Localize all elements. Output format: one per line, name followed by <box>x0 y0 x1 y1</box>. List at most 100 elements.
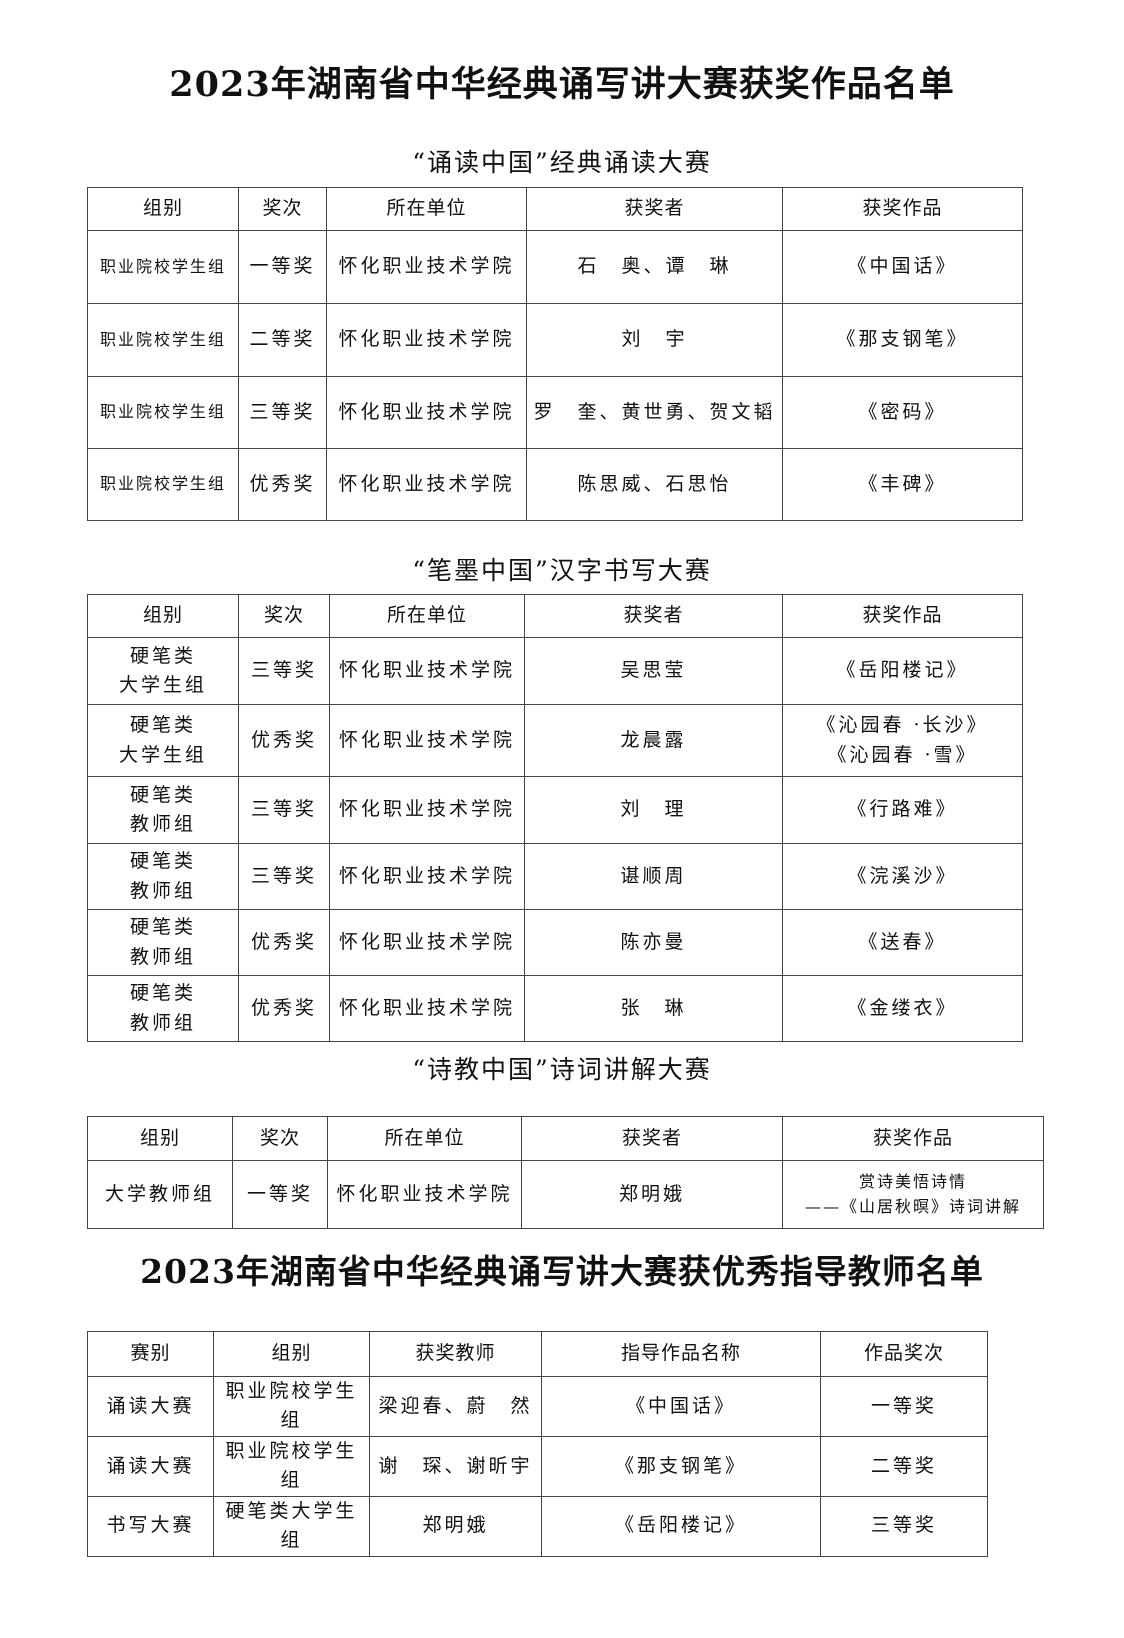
table-cell: 一等奖 <box>820 1376 988 1437</box>
table-cell: 硬笔类大学生组 <box>213 1495 370 1557</box>
column-header: 组别 <box>87 1116 233 1161</box>
table-cell: 吴思莹 <box>524 637 783 705</box>
column-header: 组别 <box>87 187 239 231</box>
column-header: 奖次 <box>232 1116 328 1161</box>
table-row: 大学教师组 一等奖 怀化职业技术学院 郑明娥 赏诗美悟诗情 ——《山居秋暝》诗词讲解 <box>87 1160 1044 1229</box>
column-header: 指导作品名称 <box>541 1331 821 1377</box>
table-cell: 怀化职业技术学院 <box>329 637 525 705</box>
table-cell: 刘 理 <box>524 776 783 844</box>
column-header: 所在单位 <box>326 187 527 231</box>
column-header: 所在单位 <box>329 594 525 638</box>
section-heading-recitation: “诵读中国”经典诵读大赛 <box>412 148 712 177</box>
table-cell: 优秀奖 <box>238 909 330 976</box>
table-row: 硬笔类 教师组 优秀奖 怀化职业技术学院 陈亦曼 《送春》 <box>87 909 1023 976</box>
table-cell: 优秀奖 <box>238 448 327 521</box>
table-cell: 职业院校学生组 <box>87 303 239 377</box>
table-row: 硬笔类 教师组 三等奖 怀化职业技术学院刘 理《行路难》 <box>87 776 1023 844</box>
table-cell: 陈亦曼 <box>524 909 783 976</box>
table-cell: 怀化职业技术学院 <box>329 909 525 976</box>
table-row: 硬笔类 教师组 三等奖 怀化职业技术学院 谌顺周 《浣溪沙》 <box>87 843 1023 910</box>
table-cell: 怀化职业技术学院 <box>326 303 527 377</box>
table-cell: 职业院校学生组 <box>87 230 239 304</box>
column-header: 奖次 <box>238 187 327 231</box>
column-header: 组别 <box>213 1331 370 1377</box>
table-cell: 三等奖 <box>238 637 330 705</box>
table-cell: 诵读大赛 <box>87 1376 214 1437</box>
recitation-awards-table: 组别 奖次 所在单位 获奖者 获奖作品 职业院校学生组 一等奖 怀化职业技术学院石 奥、谭 琳… <box>87 187 1023 521</box>
table-cell: 怀化职业技术学院 <box>329 704 525 777</box>
teachers-title: 2023年湖南省中华经典诵写讲大赛获优秀指导教师名单 <box>140 1252 984 1291</box>
table-row: 硬笔类 教师组 优秀奖 怀化职业技术学院张 琳《金缕衣》 <box>87 975 1023 1042</box>
table-cell: 职业院校学生组 <box>87 376 239 449</box>
table-cell: 谌顺周 <box>524 843 783 910</box>
table-cell: 罗 奎、黄世勇、贺文韬 <box>526 376 783 449</box>
column-header: 获奖作品 <box>782 1116 1044 1161</box>
table-cell: 怀化职业技术学院 <box>329 843 525 910</box>
table-cell: 怀化职业技术学院 <box>329 776 525 844</box>
table-cell: 《岳阳楼记》 <box>541 1495 821 1557</box>
table-cell: 郑明娥 <box>521 1160 783 1229</box>
table-cell: 硬笔类 大学生组 <box>87 704 239 777</box>
table-cell: 《中国话》 <box>541 1376 821 1437</box>
table-cell: 优秀奖 <box>238 704 330 777</box>
table-cell: 《中国话》 <box>782 230 1023 304</box>
section-heading-calligraphy: “笔墨中国”汉字书写大赛 <box>412 556 712 585</box>
table-cell: 《金缕衣》 <box>782 975 1023 1042</box>
table-cell: 《送春》 <box>782 909 1023 976</box>
table-cell: 优秀奖 <box>238 975 330 1042</box>
table-cell: 张 琳 <box>524 975 783 1042</box>
table-row: 职业院校学生组 三等奖 怀化职业技术学院罗 奎、黄世勇、贺文韬 《密码》 <box>87 376 1023 449</box>
table-cell: 《岳阳楼记》 <box>782 637 1023 705</box>
table-cell: 龙晨露 <box>524 704 783 777</box>
table-cell: 职业院校学生组 <box>213 1435 370 1497</box>
table-cell: 二等奖 <box>238 303 327 377</box>
table-cell: 陈思威、石思怡 <box>526 448 783 521</box>
table-cell: 怀化职业技术学院 <box>329 975 525 1042</box>
table-cell: 大学教师组 <box>87 1160 233 1229</box>
table-cell: 职业院校学生组 <box>87 448 239 521</box>
column-header: 获奖者 <box>524 594 783 638</box>
teachers-table: 赛别 组别 获奖教师 指导作品名称 作品奖次 诵读大赛 职业院校学生组 梁迎春、蔚 然《中国话… <box>87 1331 988 1557</box>
table-cell: 硬笔类 教师组 <box>87 909 239 976</box>
table-cell: 职业院校学生组 <box>213 1376 370 1437</box>
table-cell: 怀化职业技术学院 <box>326 376 527 449</box>
table-row: 书写大赛 硬笔类大学生组 郑明娥 《岳阳楼记》 三等奖 <box>87 1495 988 1557</box>
poetry-awards-table: 组别 奖次 所在单位 获奖者 获奖作品 大学教师组 一等奖 怀化职业技术学院 郑明娥 赏诗美悟诗情… <box>87 1116 1044 1229</box>
column-header: 获奖者 <box>521 1116 783 1161</box>
column-header: 作品奖次 <box>820 1331 988 1377</box>
column-header: 奖次 <box>238 594 330 638</box>
table-cell: 怀化职业技术学院 <box>327 1160 522 1229</box>
section-heading-poetry: “诗教中国”诗词讲解大赛 <box>412 1055 712 1084</box>
header-row: 组别 奖次 所在单位 获奖者 获奖作品 <box>87 594 1023 638</box>
table-cell: 谢 琛、谢昕宇 <box>369 1435 542 1497</box>
table-cell: 《那支钢笔》 <box>541 1435 821 1497</box>
table-cell: 二等奖 <box>820 1435 988 1497</box>
table-cell: 《密码》 <box>782 376 1023 449</box>
table-cell: 硬笔类 教师组 <box>87 776 239 844</box>
calligraphy-awards-table: 组别 奖次 所在单位 获奖者 获奖作品 硬笔类 大学生组 三等奖 怀化职业技术学院 吴思莹 《岳阳… <box>87 594 1023 1042</box>
table-cell: 怀化职业技术学院 <box>326 230 527 304</box>
column-header: 赛别 <box>87 1331 214 1377</box>
table-cell: 《浣溪沙》 <box>782 843 1023 910</box>
table-cell: 梁迎春、蔚 然 <box>369 1376 542 1437</box>
table-cell: 一等奖 <box>238 230 327 304</box>
table-cell: 硬笔类 教师组 <box>87 975 239 1042</box>
table-cell: 硬笔类 教师组 <box>87 843 239 910</box>
table-row: 职业院校学生组 优秀奖 怀化职业技术学院 陈思威、石思怡 《丰碑》 <box>87 448 1023 521</box>
header-row: 赛别 组别 获奖教师 指导作品名称 作品奖次 <box>87 1331 988 1377</box>
table-cell: 一等奖 <box>232 1160 328 1229</box>
header-row: 组别 奖次 所在单位 获奖者 获奖作品 <box>87 187 1023 231</box>
table-cell: 诵读大赛 <box>87 1435 214 1497</box>
table-row: 硬笔类 大学生组 优秀奖 怀化职业技术学院 龙晨露 《沁园春 ·长沙》 《沁园春 ·雪》 <box>87 704 1023 777</box>
table-row: 职业院校学生组 一等奖 怀化职业技术学院石 奥、谭 琳《中国话》 <box>87 230 1023 304</box>
table-cell: 赏诗美悟诗情 ——《山居秋暝》诗词讲解 <box>782 1160 1044 1229</box>
table-cell: 三等奖 <box>238 776 330 844</box>
header-row: 组别 奖次 所在单位 获奖者 获奖作品 <box>87 1116 1044 1161</box>
column-header: 获奖教师 <box>369 1331 542 1377</box>
column-header: 获奖作品 <box>782 594 1023 638</box>
table-cell: 《丰碑》 <box>782 448 1023 521</box>
column-header: 获奖者 <box>526 187 783 231</box>
table-cell: 三等奖 <box>820 1495 988 1557</box>
table-cell: 书写大赛 <box>87 1495 214 1557</box>
table-cell: 郑明娥 <box>369 1495 542 1557</box>
